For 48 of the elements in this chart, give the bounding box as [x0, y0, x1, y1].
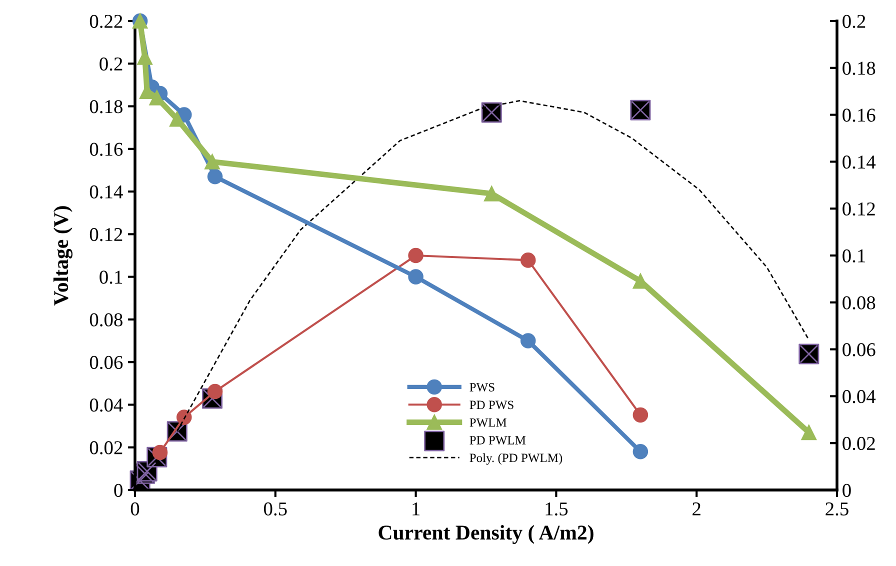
y2-tick-label: 0.14: [842, 156, 876, 169]
y-tick-label: 0.18: [90, 100, 122, 114]
point: [484, 186, 500, 202]
x-tick-label: 2.5: [826, 502, 848, 516]
legend-label: PD PWLM: [470, 436, 526, 445]
y2-tick-label: 0.1: [842, 249, 865, 263]
y-tick-label: 0.16: [90, 142, 123, 156]
y2-tick-label: 0.08: [842, 296, 876, 310]
y2-tick-label: 0.06: [842, 343, 876, 356]
y2-tick-label: 0.02: [842, 436, 875, 450]
point: [801, 424, 817, 440]
point: [176, 410, 192, 425]
x-tick-label: 2: [692, 502, 700, 516]
y-tick-label: 0.1: [100, 270, 122, 284]
x-tick-label: 1: [412, 502, 420, 516]
y2-tick-label: 0.04: [842, 390, 876, 404]
y-tick-label: 0.22: [90, 14, 122, 28]
y-tick-label: 0.08: [90, 313, 122, 326]
y2-tick-label: 0: [842, 484, 851, 497]
point: [204, 154, 220, 170]
legend-label: PD PWS: [470, 400, 514, 410]
y-tick-label: 0.02: [90, 441, 122, 454]
y-axis-title: Voltage (V): [53, 206, 72, 306]
point: [632, 444, 648, 460]
point: [169, 111, 185, 127]
legend-label: Poly. (PD PWLM): [470, 453, 562, 465]
x-tick-label: 0: [130, 502, 140, 516]
point: [632, 407, 648, 423]
point: [408, 248, 424, 264]
y-tick-label: 0.06: [90, 356, 123, 370]
y-tick-label: 0.04: [90, 398, 123, 412]
y2-tick-label: 0.12: [842, 202, 875, 216]
point: [408, 269, 424, 284]
legend-label: PWLM: [470, 418, 506, 427]
point: [207, 168, 223, 184]
x-axis-title: Current Density ( A/m2): [378, 524, 594, 544]
point: [520, 333, 536, 348]
y2-tick-label: 0.2: [842, 14, 866, 28]
y2-tick-label: 0.18: [842, 62, 876, 75]
y2-tick-label: 0.16: [842, 108, 876, 122]
y-tick-label: 0.14: [90, 185, 123, 199]
legend-label: PWS: [470, 383, 494, 392]
y-tick-label: 0.2: [100, 57, 122, 71]
y-tick-label: 0: [114, 484, 122, 497]
x-tick-label: 1.5: [546, 502, 568, 516]
y-tick-label: 0.12: [90, 228, 122, 242]
point: [520, 252, 536, 268]
x-tick-label: 0.5: [264, 502, 287, 516]
